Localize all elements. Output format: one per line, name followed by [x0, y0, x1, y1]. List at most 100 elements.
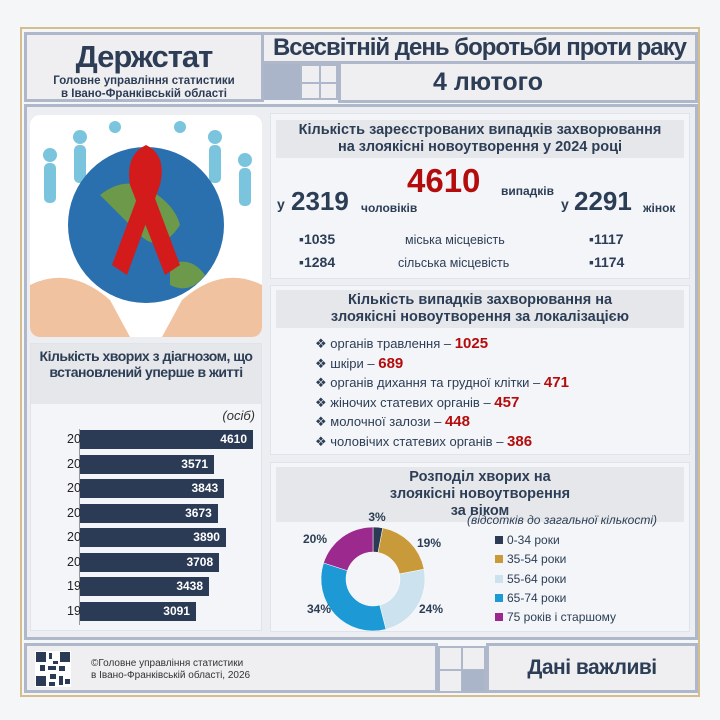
men-rural: ▪1284 — [299, 254, 336, 270]
donut-chart: 3% 19% 24% 34% 20% — [303, 510, 443, 632]
logo-box: Держстат Головне управління статистики в… — [24, 32, 264, 102]
localization-label: шкіри – — [330, 355, 379, 371]
men-urban-value: 1035 — [303, 231, 336, 247]
women-rural-value: 1174 — [593, 254, 625, 270]
copyright-line1: ©Головне управління статистики — [91, 658, 244, 669]
copyright-line2: в Івано-Франківській області, 2026 — [91, 670, 251, 681]
localization-panel: Кількість випадків захворювання на злояк… — [270, 285, 690, 455]
legend-item: 35-54 роки — [495, 550, 616, 569]
localization-value: 457 — [494, 393, 520, 411]
event-date: 4 лютого — [433, 68, 543, 96]
footer-deco-grid — [438, 646, 486, 693]
diamond-bullet-icon: ❖ — [315, 414, 331, 429]
localization-item: ❖ органів травлення – 1025 — [315, 334, 689, 354]
bar: 3091 — [80, 601, 196, 621]
legend-swatch — [495, 613, 503, 622]
slogan: Дані важливі — [527, 656, 657, 679]
localization-label: органів дихання та грудної клітки – — [330, 375, 544, 390]
urban-label: міська місцевість — [405, 233, 505, 247]
title-box: Всесвітній день боротьби проти раку — [261, 32, 698, 64]
bar: 3890 — [80, 528, 226, 547]
total-cases: 4610 — [407, 162, 481, 199]
donut-slice — [323, 526, 374, 571]
age-title: Розподіл хворих на злоякісні новоутворен… — [276, 467, 684, 522]
donut-slice — [377, 527, 425, 575]
women-urban: ▪1117 — [589, 231, 624, 247]
age-title-text: Розподіл хворих на злоякісні новоутворен… — [389, 469, 571, 519]
qr-code-icon[interactable] — [35, 651, 71, 687]
localization-value: 386 — [507, 432, 533, 450]
localization-label: чоловічих статевих органів – — [330, 433, 508, 449]
registered-panel: Кількість зареєстрованих випадків захвор… — [270, 113, 690, 279]
diamond-bullet-icon: ❖ — [315, 394, 331, 410]
diamond-bullet-icon: ❖ — [315, 355, 331, 371]
legend-label: 35-54 роки — [507, 552, 567, 567]
women-count: 2291 — [574, 186, 632, 216]
women-prefix: у — [561, 196, 569, 212]
localization-title-line2: злоякісні новоутворення за локалізацією — [330, 309, 630, 325]
logo: Держстат — [75, 39, 214, 74]
men-urban: ▪1035 — [299, 231, 336, 247]
localization-label: молочної залози – — [330, 414, 445, 429]
localization-value: 448 — [444, 413, 470, 430]
legend-label: 0-34 роки — [507, 533, 560, 547]
localization-item: ❖ органів дихання та грудної клітки – 47… — [315, 373, 689, 393]
date-box: 4 лютого — [338, 61, 698, 103]
women-urban-value: 1117 — [593, 231, 624, 247]
men-label: чоловіків — [361, 201, 418, 215]
donut-label: 3% — [368, 510, 386, 524]
women-label: жінок — [643, 201, 676, 215]
men-prefix: у — [277, 196, 285, 212]
localization-item: ❖ жіночих статевих органів – 457 — [315, 393, 689, 413]
donut-label: 34% — [307, 602, 331, 616]
localization-item: ❖ молочної залози – 448 — [315, 412, 689, 432]
women-rural: ▪1174 — [589, 254, 625, 270]
legend-swatch — [495, 555, 503, 564]
legend-item: 0-34 роки — [495, 531, 616, 550]
bar-chart-panel: Кількість хворих з діагнозом, що встанов… — [30, 343, 262, 631]
donut-slice — [320, 562, 387, 632]
registered-title-line1: Кількість зареєстрованих випадків захвор… — [298, 122, 662, 138]
age-panel: Розподіл хворих на злоякісні новоутворен… — [270, 462, 690, 632]
rural-label: сільська місцевість — [398, 256, 510, 270]
localization-value: 471 — [543, 374, 569, 391]
diamond-bullet-icon: ❖ — [315, 375, 331, 390]
localization-value: 1025 — [454, 335, 489, 352]
localization-value: 689 — [378, 354, 404, 372]
legend-label: 55-64 роки — [507, 571, 567, 586]
men-count: 2319 — [291, 186, 349, 216]
legend-swatch — [495, 593, 503, 602]
legend-swatch — [495, 536, 503, 544]
donut-label: 24% — [419, 602, 443, 616]
legend-swatch — [495, 574, 503, 583]
org-line1: Головне управління статистики — [53, 75, 235, 87]
localization-list: ❖ органів травлення – 1025 ❖ шкіри – 689 ❖… — [315, 334, 689, 451]
footer-left: ©Головне управління статистики в Івано-Ф… — [24, 643, 438, 693]
legend-label: 75 років і старшому — [507, 610, 617, 625]
legend-label: 65-74 роки — [507, 590, 567, 605]
localization-item: ❖ чоловічих статевих органів – 386 — [315, 432, 689, 452]
bar: 4610 — [80, 430, 253, 449]
page-title: Всесвітній день боротьби проти раку — [272, 34, 687, 61]
localization-label: органів травлення – — [330, 336, 455, 351]
bar: 3571 — [80, 454, 214, 474]
bar-chart-unit: (осіб) — [222, 408, 255, 423]
legend-item: 65-74 роки — [495, 589, 616, 608]
globe-ribbon-icon — [30, 121, 262, 337]
deco-square — [264, 64, 300, 100]
donut-legend: 0-34 роки 35-54 роки 55-64 роки 65-74 роки 7… — [495, 531, 616, 627]
bar: 3673 — [80, 503, 218, 523]
bar: 3708 — [80, 552, 220, 572]
org-line2: в Івано-Франківській області — [61, 88, 227, 100]
donut-slice — [379, 568, 426, 630]
men-rural-value: 1284 — [303, 254, 336, 270]
bar: 3843 — [80, 479, 225, 498]
bar-axis — [79, 429, 80, 625]
total-label: випадків — [501, 184, 555, 198]
age-subtitle: (відсотків до загальної кількості) — [467, 513, 658, 527]
globe-illustration — [30, 115, 262, 337]
localization-title-line1: Кількість випадків захворювання на — [347, 292, 613, 308]
localization-label: жіночих статевих органів – — [330, 394, 495, 410]
copyright: ©Головне управління статистики в Івано-Ф… — [91, 658, 250, 682]
slogan-box: Дані важливі — [486, 643, 698, 693]
